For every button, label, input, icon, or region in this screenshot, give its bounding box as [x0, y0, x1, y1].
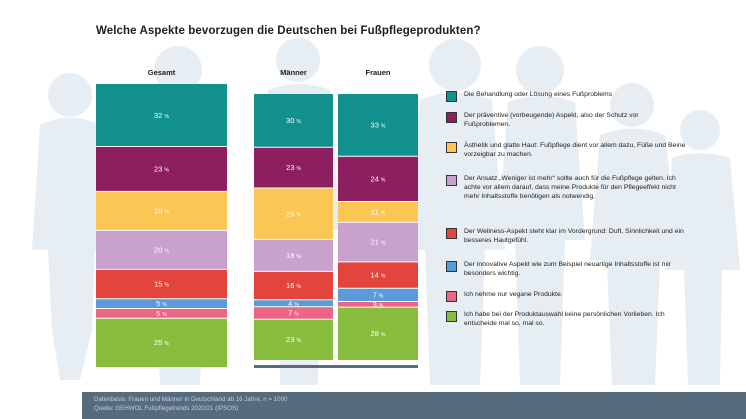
legend-label: Der Wellness-Aspekt steht klar im Vorder…	[464, 228, 684, 244]
bar-segment-1-4	[254, 271, 333, 300]
legend-swatch	[446, 311, 457, 322]
data-label-2-5: 7 %	[373, 291, 384, 300]
bar-segment-1-0	[254, 94, 333, 148]
legend-swatch	[446, 291, 457, 302]
chart-title: Welche Aspekte bevorzugen die Deutschen …	[96, 25, 481, 37]
bar-segment-2-1	[338, 156, 418, 202]
legend-label: Ich habe bei der Produktauswahl keine pe…	[464, 311, 665, 327]
data-label-1-2: 29 %	[286, 209, 301, 218]
data-label-0-2: 20 %	[154, 206, 169, 215]
legend-label: Ich nehme nur vegane Produkte.	[464, 291, 563, 298]
bar-segment-1-1	[254, 147, 333, 188]
category-label-0: Gesamt	[148, 68, 176, 77]
data-label-1-6: 7 %	[288, 309, 299, 318]
data-label-1-3: 18 %	[286, 251, 301, 260]
bar-segment-2-0	[338, 94, 418, 157]
bar-segment-1-7	[254, 319, 333, 360]
data-label-1-5: 4 %	[288, 299, 299, 308]
footer-source-bar: Datenbasis: Frauen und Männer in Deutsch…	[82, 392, 746, 419]
bar-segment-1-3	[254, 239, 333, 272]
bar-segment-2-4	[338, 261, 418, 289]
legend-item: Der Ansatz „Weniger ist mehr“ sollte auc…	[446, 174, 686, 201]
bar-segment-0-7	[96, 318, 227, 367]
legend-item: Der innovative Aspekt wie zum Beispiel n…	[446, 260, 686, 278]
legend-item: Der präventive (vorbeugende) Aspekt, als…	[446, 111, 686, 129]
legend-swatch	[446, 175, 457, 186]
legend-item: Ich habe bei der Produktauswahl keine pe…	[446, 310, 686, 328]
bar-segment-0-0	[96, 84, 227, 147]
bar-segment-1-6	[254, 306, 333, 320]
bar-segment-0-6	[96, 308, 227, 319]
data-label-1-4: 16 %	[286, 281, 301, 290]
legend-label: Die Behandlung oder Lösung eines Fußprob…	[464, 91, 613, 98]
data-label-2-6: 3 %	[373, 300, 384, 309]
bar-segment-2-2	[338, 201, 418, 223]
legend-item: Ästhetik und glatte Haut: Fußpflege dien…	[446, 141, 686, 159]
bar-segment-0-4	[96, 269, 227, 299]
data-label-0-7: 25 %	[154, 338, 169, 347]
data-label-2-3: 21 %	[371, 238, 386, 247]
data-label-2-7: 28 %	[371, 329, 386, 338]
data-label-1-7: 23 %	[286, 335, 301, 344]
data-label-0-6: 5 %	[156, 309, 167, 318]
legend-item: Die Behandlung oder Lösung eines Fußprob…	[446, 90, 686, 102]
bar-segment-1-2	[254, 187, 333, 240]
category-label-1: Männer	[280, 68, 307, 77]
legend-label: Der präventive (vorbeugende) Aspekt, als…	[464, 112, 639, 128]
data-label-0-5: 5 %	[156, 299, 167, 308]
footer-source: Quelle: GEHWOL Fußpflegetrends 2020/21 (…	[94, 404, 239, 412]
data-label-1-1: 23 %	[286, 163, 301, 172]
bar-segment-0-1	[96, 146, 227, 192]
data-label-0-4: 15 %	[154, 280, 169, 289]
data-label-0-0: 32 %	[154, 111, 169, 120]
bar-segment-2-5	[338, 288, 418, 302]
bar-segment-0-5	[96, 298, 227, 309]
legend-label: Der innovative Aspekt wie zum Beispiel n…	[464, 261, 671, 277]
legend-swatch	[446, 91, 457, 102]
bar-segment-1-5	[254, 299, 333, 307]
legend-swatch	[446, 228, 457, 239]
legend-label: Der Ansatz „Weniger ist mehr“ sollte auc…	[464, 175, 676, 200]
data-label-2-1: 24 %	[371, 174, 386, 183]
data-label-0-3: 20 %	[154, 245, 169, 254]
bar-segment-2-6	[338, 301, 418, 308]
legend-item: Ich nehme nur vegane Produkte.	[446, 290, 686, 302]
data-label-2-0: 33 %	[371, 121, 386, 130]
legend-item: Der Wellness-Aspekt steht klar im Vorder…	[446, 227, 686, 245]
data-label-0-1: 23 %	[154, 165, 169, 174]
category-label-2: Frauen	[365, 68, 390, 77]
bar-segment-2-3	[338, 222, 418, 262]
footer-data-basis: Datenbasis: Frauen und Männer in Deutsch…	[94, 396, 288, 403]
legend-label: Ästhetik und glatte Haut: Fußpflege dien…	[464, 142, 686, 158]
bar-segment-2-7	[338, 307, 418, 360]
bar-segment-0-2	[96, 191, 227, 231]
data-label-2-4: 14 %	[371, 271, 386, 280]
data-label-2-2: 11 %	[371, 208, 386, 217]
bar-segment-0-3	[96, 230, 227, 270]
legend-swatch	[446, 142, 457, 153]
legend-swatch	[446, 112, 457, 123]
group-underline	[254, 365, 418, 368]
data-label-1-0: 30 %	[286, 116, 301, 125]
legend-swatch	[446, 261, 457, 272]
